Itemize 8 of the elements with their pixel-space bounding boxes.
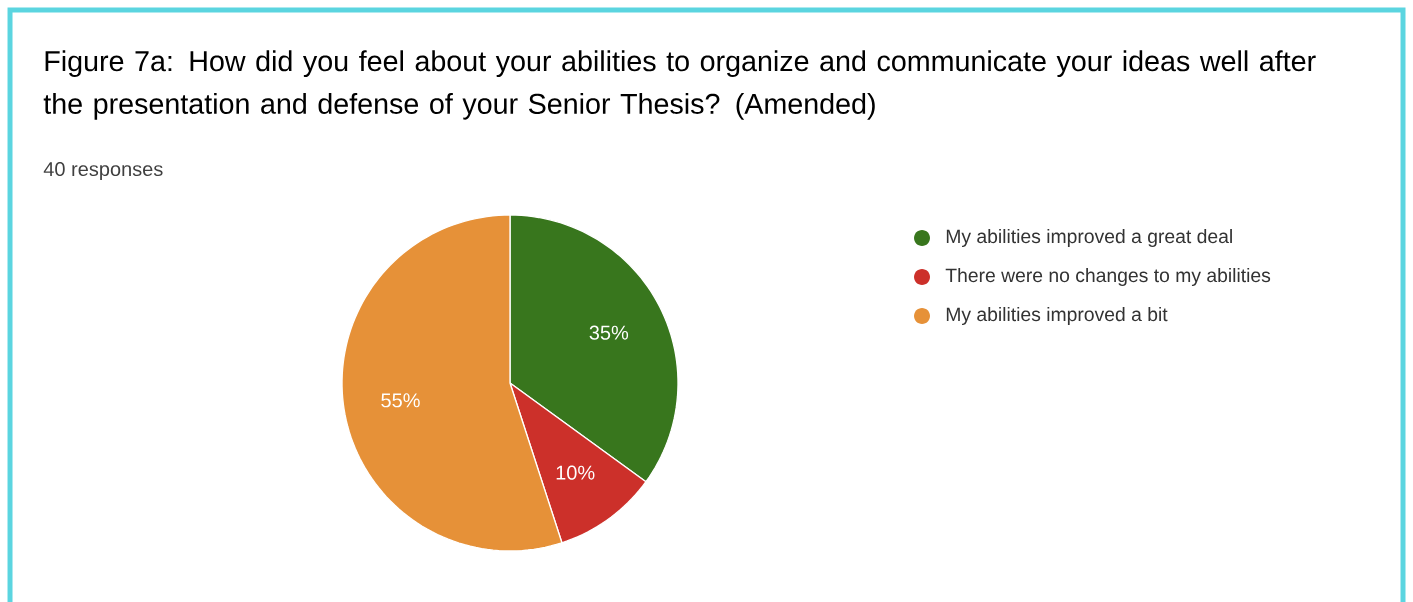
chart-title: Figure 7a: How did you feel about your abilities to organize and communicate your ideas well after the presentation and defense of your Senior Thesis? (Amended) <box>43 50 1316 120</box>
legend-label: My abilities improved a bit <box>946 306 1168 326</box>
data-label: 55% <box>381 393 420 408</box>
legend-label: There were no changes to my abilities <box>945 267 1271 287</box>
text: 40 responses <box>43 161 163 181</box>
data-label: 10% <box>556 465 595 480</box>
data-label: 35% <box>589 325 629 340</box>
legend-label: My abilities improved a great deal <box>946 228 1232 248</box>
